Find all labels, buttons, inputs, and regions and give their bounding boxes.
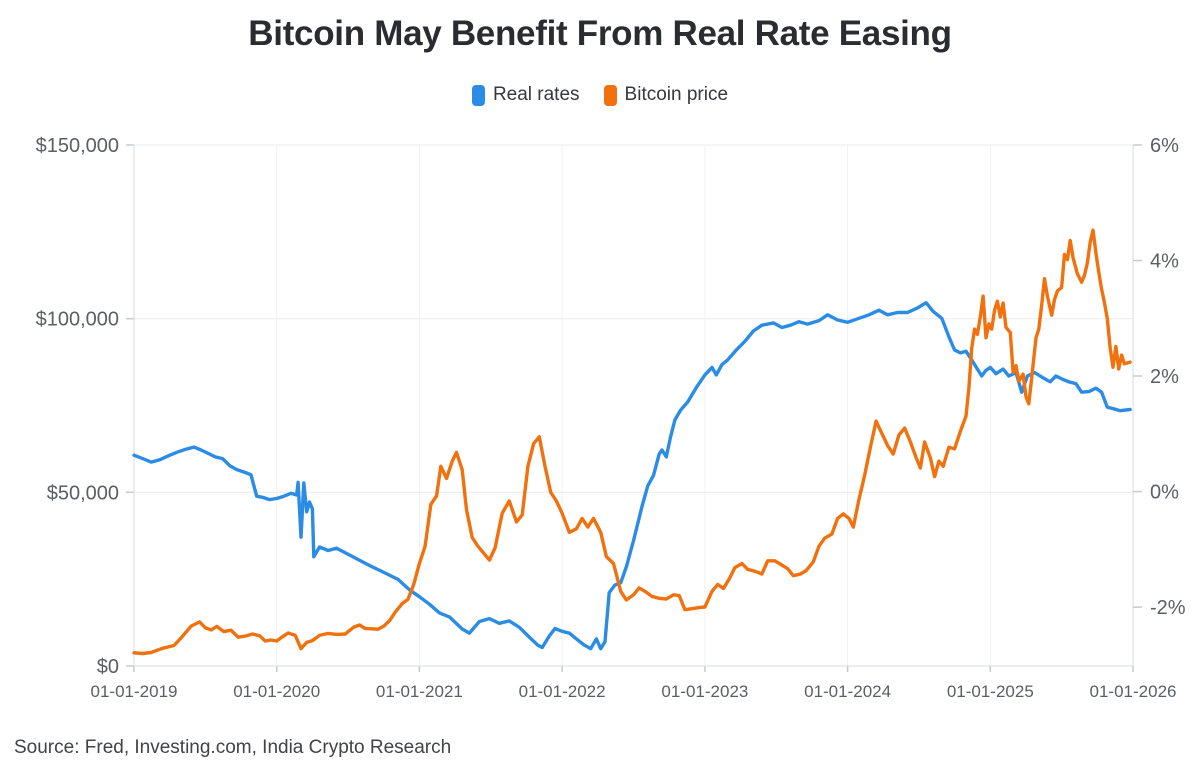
y-left-tick-label: $50,000 xyxy=(47,482,119,504)
legend-label-bitcoin-price: Bitcoin price xyxy=(624,84,729,105)
y-right-tick-label: -2% xyxy=(1150,597,1186,619)
chart-legend: Real rates Bitcoin price xyxy=(0,84,1200,106)
x-tick-label: 01-01-2019 xyxy=(91,682,178,701)
bitcoin-price-line xyxy=(132,228,1132,656)
y-left-tick-label: $150,000 xyxy=(36,135,119,157)
x-tick-label: 01-01-2020 xyxy=(233,682,320,701)
x-tick-label: 01-01-2025 xyxy=(947,682,1034,701)
y-right-tick-label: 6% xyxy=(1150,135,1179,157)
y-right-tick-label: 0% xyxy=(1150,482,1179,504)
y-right-tick-label: 2% xyxy=(1150,366,1179,388)
legend-label-real-rates: Real rates xyxy=(492,84,580,105)
x-tick-label: 01-01-2022 xyxy=(519,682,606,701)
legend-item-real-rates: Real rates xyxy=(471,84,580,106)
x-tick-label: 01-01-2026 xyxy=(1090,682,1177,701)
y-right-tick-label: 4% xyxy=(1150,251,1179,273)
real-rates-swatch-icon xyxy=(471,84,485,106)
x-tick-label: 01-01-2021 xyxy=(376,682,463,701)
bitcoin-price-swatch-icon xyxy=(603,84,617,106)
x-tick-label: 01-01-2023 xyxy=(661,682,748,701)
chart-title: Bitcoin May Benefit From Real Rate Easin… xyxy=(248,14,952,53)
legend-item-bitcoin-price: Bitcoin price xyxy=(603,84,729,106)
y-left-tick-label: $0 xyxy=(97,656,119,678)
y-left-tick-label: $100,000 xyxy=(36,309,119,331)
source-note: Source: Fred, Investing.com, India Crypt… xyxy=(14,737,452,758)
real-rates-line xyxy=(132,301,1132,651)
x-tick-label: 01-01-2024 xyxy=(804,682,891,701)
